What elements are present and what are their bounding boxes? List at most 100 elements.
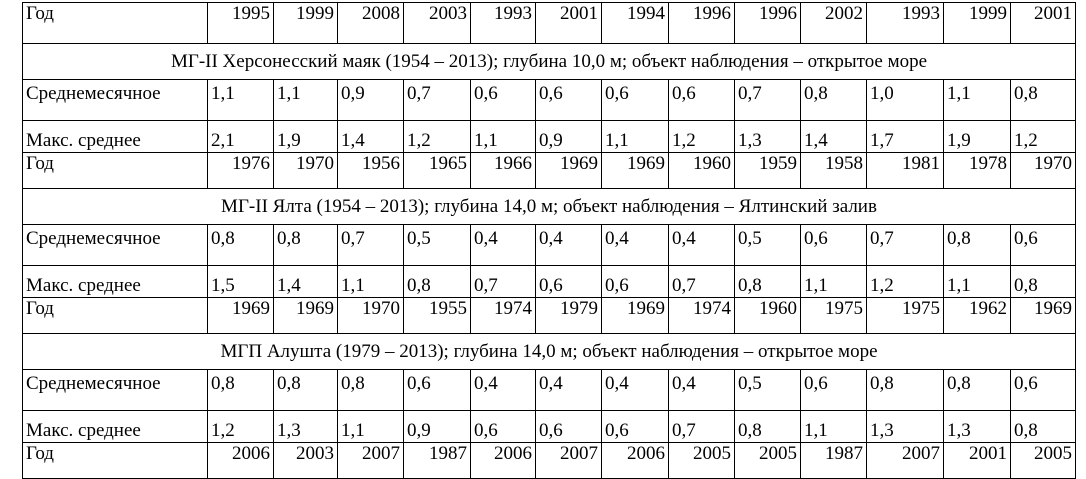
cell-value: 2,1 bbox=[207, 120, 274, 153]
cell-value: 0,4 bbox=[601, 224, 669, 266]
cell-value: 1955 bbox=[403, 297, 471, 334]
cell-value: 0,7 bbox=[668, 410, 735, 443]
table-row: Макс. среднее 2,1 1,9 1,4 1,2 1,1 0,9 1,1 1,2 1,3… bbox=[22, 120, 1076, 153]
header-year: 2001 bbox=[1010, 2, 1076, 44]
header-year: 2003 bbox=[403, 2, 471, 44]
cell-value: 1,1 bbox=[207, 79, 274, 121]
cell-value: 0,7 bbox=[403, 79, 471, 121]
cell-value: 0,6 bbox=[601, 410, 669, 443]
cell-value: 0,8 bbox=[207, 369, 274, 411]
cell-value: 1970 bbox=[1010, 152, 1076, 189]
cell-value: 0,6 bbox=[668, 79, 735, 121]
cell-value: 1965 bbox=[403, 152, 471, 189]
cell-value: 0,9 bbox=[535, 120, 602, 153]
table-row: Среднемесячное 0,8 0,8 0,8 0,6 0,4 0,4 0,4 0,4 0,… bbox=[22, 369, 1076, 411]
cell-value: 1,5 bbox=[207, 265, 274, 298]
table-row: Макс. среднее 1,5 1,4 1,1 0,8 0,7 0,6 0,6 0,7 0,8… bbox=[22, 265, 1076, 298]
cell-value: 0,6 bbox=[1010, 224, 1076, 266]
cell-value: 0,6 bbox=[601, 265, 669, 298]
cell-value: 1,1 bbox=[800, 410, 867, 443]
cell-value: 0,6 bbox=[535, 79, 602, 121]
cell-value: 0,6 bbox=[800, 369, 867, 411]
cell-value: 0,4 bbox=[601, 369, 669, 411]
cell-value: 0,5 bbox=[734, 369, 801, 411]
table-row: Среднемесячное 0,8 0,8 0,7 0,5 0,4 0,4 0,4 0,4 0,… bbox=[22, 224, 1076, 266]
cell-value: 1960 bbox=[734, 297, 801, 334]
cell-value: 1981 bbox=[866, 152, 944, 189]
cell-value: 0,7 bbox=[470, 265, 536, 298]
table-row: МГ-II Ялта (1954 – 2013); глубина 14,0 м… bbox=[22, 188, 1076, 225]
cell-value: 1966 bbox=[470, 152, 536, 189]
cell-value: 0,6 bbox=[403, 369, 471, 411]
cell-value: 1,1 bbox=[943, 79, 1011, 121]
header-year: 2001 bbox=[535, 2, 602, 44]
header-year: 1996 bbox=[668, 2, 735, 44]
section-title: МГ-II Херсонесский маяк (1954 – 2013); г… bbox=[22, 43, 1076, 80]
cell-value: 1976 bbox=[207, 152, 274, 189]
cell-value: 1969 bbox=[601, 152, 669, 189]
cell-value: 2005 bbox=[734, 442, 801, 479]
header-year: 1995 bbox=[207, 2, 274, 44]
cell-value: 1,1 bbox=[800, 265, 867, 298]
cell-value: 0,6 bbox=[470, 410, 536, 443]
cell-value: 0,6 bbox=[470, 79, 536, 121]
table-row: Год 1969 1969 1970 1955 1974 1979 1969 1974 1960 1… bbox=[22, 297, 1076, 334]
cell-value: 1975 bbox=[800, 297, 867, 334]
row-label: Макс. среднее bbox=[22, 410, 208, 443]
cell-value: 2005 bbox=[668, 442, 735, 479]
cell-value: 1979 bbox=[535, 297, 602, 334]
cell-value: 1958 bbox=[800, 152, 867, 189]
table-row: Год 1995 1999 2008 2003 1993 2001 1994 1996 1996 2… bbox=[22, 2, 1076, 44]
row-label: Среднемесячное bbox=[22, 369, 208, 411]
cell-value: 0,8 bbox=[403, 265, 471, 298]
cell-value: 1962 bbox=[943, 297, 1011, 334]
cell-value: 1,2 bbox=[207, 410, 274, 443]
cell-value: 1,2 bbox=[1010, 120, 1076, 153]
cell-value: 0,7 bbox=[866, 224, 944, 266]
cell-value: 1,7 bbox=[866, 120, 944, 153]
cell-value: 0,8 bbox=[1010, 265, 1076, 298]
row-label: Среднемесячное bbox=[22, 224, 208, 266]
cell-value: 1969 bbox=[273, 297, 338, 334]
cell-value: 2007 bbox=[866, 442, 944, 479]
cell-value: 0,5 bbox=[734, 224, 801, 266]
cell-value: 0,6 bbox=[535, 410, 602, 443]
row-label: Год bbox=[22, 297, 208, 334]
row-label: Год bbox=[22, 152, 208, 189]
cell-value: 0,7 bbox=[337, 224, 404, 266]
cell-value: 1,0 bbox=[866, 79, 944, 121]
cell-value: 0,4 bbox=[535, 224, 602, 266]
cell-value: 2001 bbox=[943, 442, 1011, 479]
section-title: МГП Алушта (1979 – 2013); глубина 14,0 м… bbox=[22, 333, 1076, 370]
cell-value: 1,2 bbox=[866, 265, 944, 298]
cell-value: 0,8 bbox=[1010, 79, 1076, 121]
cell-value: 0,8 bbox=[337, 369, 404, 411]
table-row: Макс. среднее 1,2 1,3 1,1 0,9 0,6 0,6 0,6 0,7 0,8… bbox=[22, 410, 1076, 443]
cell-value: 1,1 bbox=[470, 120, 536, 153]
cell-value: 0,8 bbox=[866, 369, 944, 411]
cell-value: 0,6 bbox=[800, 224, 867, 266]
cell-value: 1960 bbox=[668, 152, 735, 189]
row-label: Макс. среднее bbox=[22, 120, 208, 153]
table-row: МГП Алушта (1979 – 2013); глубина 14,0 м… bbox=[22, 333, 1076, 370]
cell-value: 0,9 bbox=[403, 410, 471, 443]
table-row: МГ-II Херсонесский маяк (1954 – 2013); г… bbox=[22, 43, 1076, 80]
cell-value: 1,4 bbox=[800, 120, 867, 153]
cell-value: 1,1 bbox=[273, 79, 338, 121]
data-table: Год 1995 1999 2008 2003 1993 2001 1994 1996 1996 2… bbox=[22, 2, 1076, 479]
cell-value: 1,1 bbox=[943, 265, 1011, 298]
header-year: 1999 bbox=[273, 2, 338, 44]
cell-value: 2006 bbox=[470, 442, 536, 479]
cell-value: 1978 bbox=[943, 152, 1011, 189]
cell-value: 2003 bbox=[273, 442, 338, 479]
cell-value: 0,8 bbox=[207, 224, 274, 266]
cell-value: 0,4 bbox=[470, 224, 536, 266]
row-label: Среднемесячное bbox=[22, 79, 208, 121]
header-year: 2008 bbox=[337, 2, 404, 44]
cell-value: 1970 bbox=[337, 297, 404, 334]
header-label: Год bbox=[22, 2, 208, 44]
header-year: 1994 bbox=[601, 2, 669, 44]
header-year: 1999 bbox=[943, 2, 1011, 44]
cell-value: 1959 bbox=[734, 152, 801, 189]
